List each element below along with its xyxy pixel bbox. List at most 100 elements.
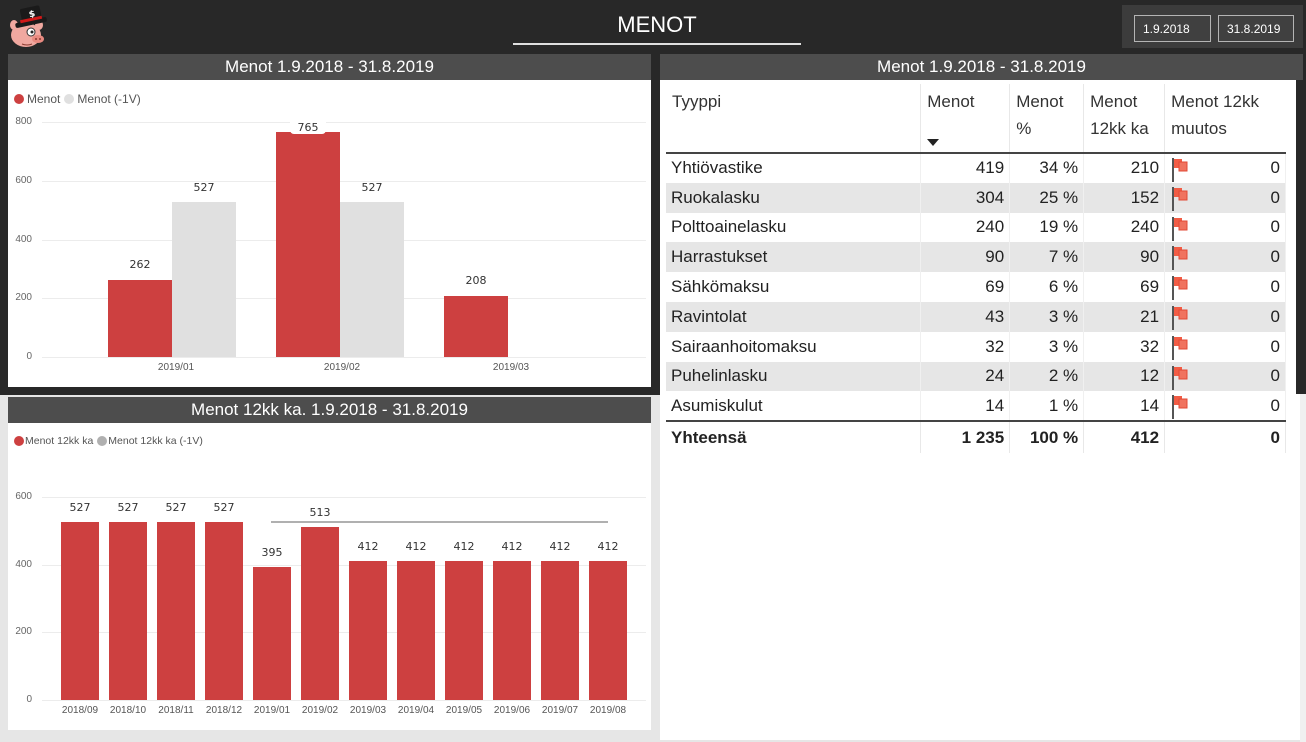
cell-muutos: 0: [1164, 272, 1286, 302]
y-tick: 0: [26, 694, 32, 705]
red-flag-icon: [1171, 276, 1191, 301]
bar-menot-prev-2019-02[interactable]: [340, 202, 404, 357]
bar-2019-02[interactable]: [301, 527, 339, 700]
column-header-tyyppi[interactable]: Tyyppi: [666, 84, 922, 154]
bar-2019-05[interactable]: [445, 561, 483, 700]
muutos-value: 0: [1270, 336, 1280, 356]
data-label: 262: [129, 258, 151, 271]
legend-item-menot[interactable]: Menot: [14, 92, 60, 106]
cell-total-ka: 412: [1083, 420, 1166, 454]
column-label: Menot 12kk muutos: [1171, 92, 1259, 138]
bar-2019-01[interactable]: [253, 567, 291, 700]
muutos-value: 0: [1270, 158, 1280, 178]
column-label: Tyyppi: [672, 92, 722, 111]
y-tick: 0: [26, 351, 32, 362]
table-row[interactable]: Sähkömaksu 69 6 % 69 0: [666, 272, 1286, 302]
cell-ka: 240: [1083, 212, 1166, 243]
cell-total-muutos: 0: [1164, 420, 1286, 454]
start-date-input[interactable]: 1.9.2018: [1134, 15, 1211, 42]
x-tick: 2018/11: [158, 705, 194, 716]
legend-label: Menot 12kk ka: [25, 435, 94, 447]
bar-2019-04[interactable]: [397, 561, 435, 700]
data-label: 527: [213, 501, 235, 514]
column-header-menot-12kk-ka[interactable]: Menot 12kk ka: [1083, 84, 1166, 154]
table-row[interactable]: Sairaanhoitomaksu 32 3 % 32 0: [666, 331, 1286, 362]
x-tick: 2018/09: [61, 705, 99, 716]
column-header-menot-pct[interactable]: Menot %: [1009, 84, 1085, 154]
cell-tyyppi: Asumiskulut: [666, 391, 922, 422]
cell-menot: 43: [920, 301, 1011, 332]
cell-muutos: 0: [1164, 153, 1286, 183]
table-row[interactable]: Asumiskulut 14 1 % 14 0: [666, 391, 1286, 422]
cell-ka: 152: [1083, 182, 1166, 213]
x-tick: 2019/02: [301, 705, 339, 716]
cell-muutos: 0: [1164, 182, 1286, 213]
cell-menot: 24: [920, 361, 1011, 392]
end-date-input[interactable]: 31.8.2019: [1218, 15, 1294, 42]
bar-2019-03[interactable]: [349, 561, 387, 700]
prev-year-line[interactable]: [271, 521, 608, 523]
cell-muutos: 0: [1164, 361, 1286, 392]
data-label: 412: [501, 540, 523, 553]
muutos-value: 0: [1270, 187, 1280, 207]
rolling-chart-legend: Menot 12kk ka Menot 12kk ka (-1V): [14, 435, 207, 447]
cell-menot: 90: [920, 242, 1011, 273]
cell-ka: 21: [1083, 301, 1166, 332]
table-row[interactable]: Ruokalasku 304 25 % 152 0: [666, 182, 1286, 213]
red-flag-icon: [1171, 158, 1191, 182]
gridline: [42, 357, 646, 358]
data-label: 527: [165, 501, 187, 514]
cell-pct: 7 %: [1009, 242, 1085, 273]
column-label: Menot 12kk ka: [1090, 92, 1149, 138]
bar-2019-07[interactable]: [541, 561, 579, 700]
cell-ka: 14: [1083, 391, 1166, 422]
cell-menot: 69: [920, 272, 1011, 302]
column-header-menot[interactable]: Menot: [920, 84, 1011, 154]
bar-2018-09[interactable]: [61, 522, 99, 700]
table-total-row: Yhteensä 1 235 100 % 412 0: [666, 420, 1286, 454]
bar-2018-11[interactable]: [157, 522, 195, 700]
legend-item-menot-prev[interactable]: Menot (-1V): [64, 92, 141, 106]
table-header-row: Tyyppi Menot Menot % Menot 12kk ka Menot…: [666, 84, 1286, 154]
bar-menot-2019-02[interactable]: [276, 132, 340, 357]
data-label: 395: [261, 546, 283, 559]
cell-menot: 32: [920, 331, 1011, 362]
table-row[interactable]: Ravintolat 43 3 % 21 0: [666, 301, 1286, 332]
bar-2019-06[interactable]: [493, 561, 531, 700]
red-flag-icon: [1171, 216, 1191, 241]
cell-tyyppi: Puhelinlasku: [666, 361, 922, 392]
sort-descending-icon: [927, 139, 940, 146]
x-tick: 2019/03: [492, 362, 530, 373]
bar-2019-08[interactable]: [589, 561, 627, 700]
table-row[interactable]: Polttoainelasku 240 19 % 240 0: [666, 212, 1286, 243]
cell-pct: 6 %: [1009, 272, 1085, 302]
cell-tyyppi: Yhtiövastike: [666, 153, 922, 183]
legend-item-menot-12kk[interactable]: Menot 12kk ka: [14, 435, 93, 447]
x-tick: 2019/06: [493, 705, 531, 716]
data-label: 412: [453, 540, 475, 553]
x-tick: 2019/03: [349, 705, 387, 716]
muutos-value: 0: [1270, 277, 1280, 297]
y-tick: 600: [15, 491, 32, 502]
table-row[interactable]: Harrastukset 90 7 % 90 0: [666, 242, 1286, 273]
cell-pct: 2 %: [1009, 361, 1085, 392]
legend-label: Menot: [27, 92, 61, 106]
monthly-chart-header: Menot 1.9.2018 - 31.8.2019: [8, 54, 651, 80]
table-row[interactable]: Puhelinlasku 24 2 % 12 0: [666, 361, 1286, 392]
legend-item-menot-12kk-prev[interactable]: Menot 12kk ka (-1V): [97, 435, 203, 447]
column-header-menot-12kk-muutos[interactable]: Menot 12kk muutos: [1164, 84, 1286, 154]
bar-menot-2019-01[interactable]: [108, 280, 172, 357]
gridline: [42, 700, 646, 701]
cell-ka: 69: [1083, 272, 1166, 302]
data-label: 527: [193, 181, 215, 194]
data-label: 765: [290, 121, 326, 134]
bar-2018-10[interactable]: [109, 522, 147, 700]
table-scrollbar[interactable]: [1296, 80, 1306, 394]
bar-menot-2019-03[interactable]: [444, 296, 508, 357]
table-row[interactable]: Yhtiövastike 419 34 % 210 0: [666, 153, 1286, 183]
cell-ka: 32: [1083, 331, 1166, 362]
bar-2018-12[interactable]: [205, 522, 243, 700]
data-label: 513: [309, 506, 331, 519]
y-tick: 800: [15, 116, 32, 127]
bar-menot-prev-2019-01[interactable]: [172, 202, 236, 357]
